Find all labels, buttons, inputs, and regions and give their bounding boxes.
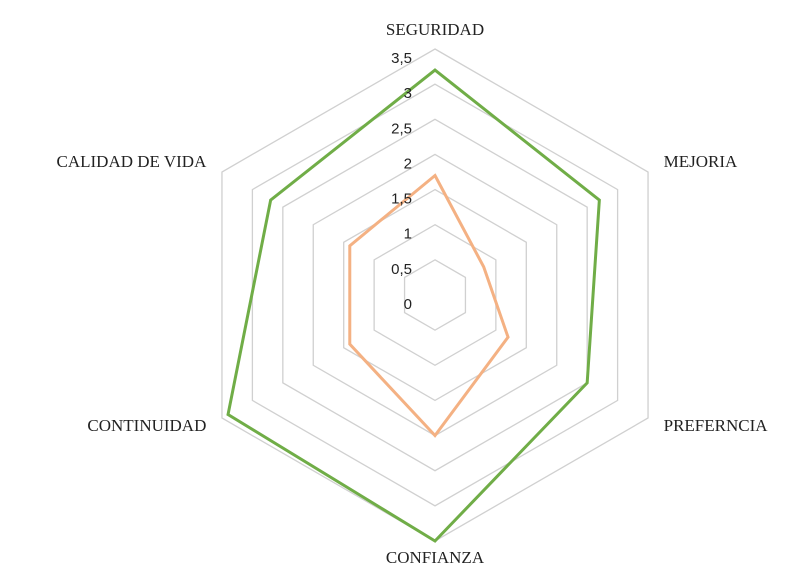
category-label: CONFIANZA [386,548,485,567]
grid-ring [221,48,649,542]
category-label: CONTINUIDAD [87,416,206,435]
series-line [226,68,601,543]
y-tick-label: 1,5 [391,191,412,208]
category-label: MEJORIA [664,152,738,171]
y-tick-label: 0,5 [391,261,412,278]
grid-ring [251,83,619,507]
y-tick-label: 2,5 [391,120,412,137]
grid-ring [343,188,527,402]
y-tick-label: 3,5 [391,50,412,67]
y-tick-label: 1 [404,226,412,243]
y-tick-label: 2 [404,155,412,172]
y-tick-label: 3 [404,85,412,102]
grid-ring [282,118,588,472]
grid-ring [403,259,467,331]
category-label: CALIDAD DE VIDA [57,152,208,171]
grid-ring [373,223,497,367]
category-label: PREFERNCIA [664,416,769,435]
y-tick-label: 0 [404,296,412,313]
category-label: SEGURIDAD [386,20,484,39]
series-line [348,173,510,438]
